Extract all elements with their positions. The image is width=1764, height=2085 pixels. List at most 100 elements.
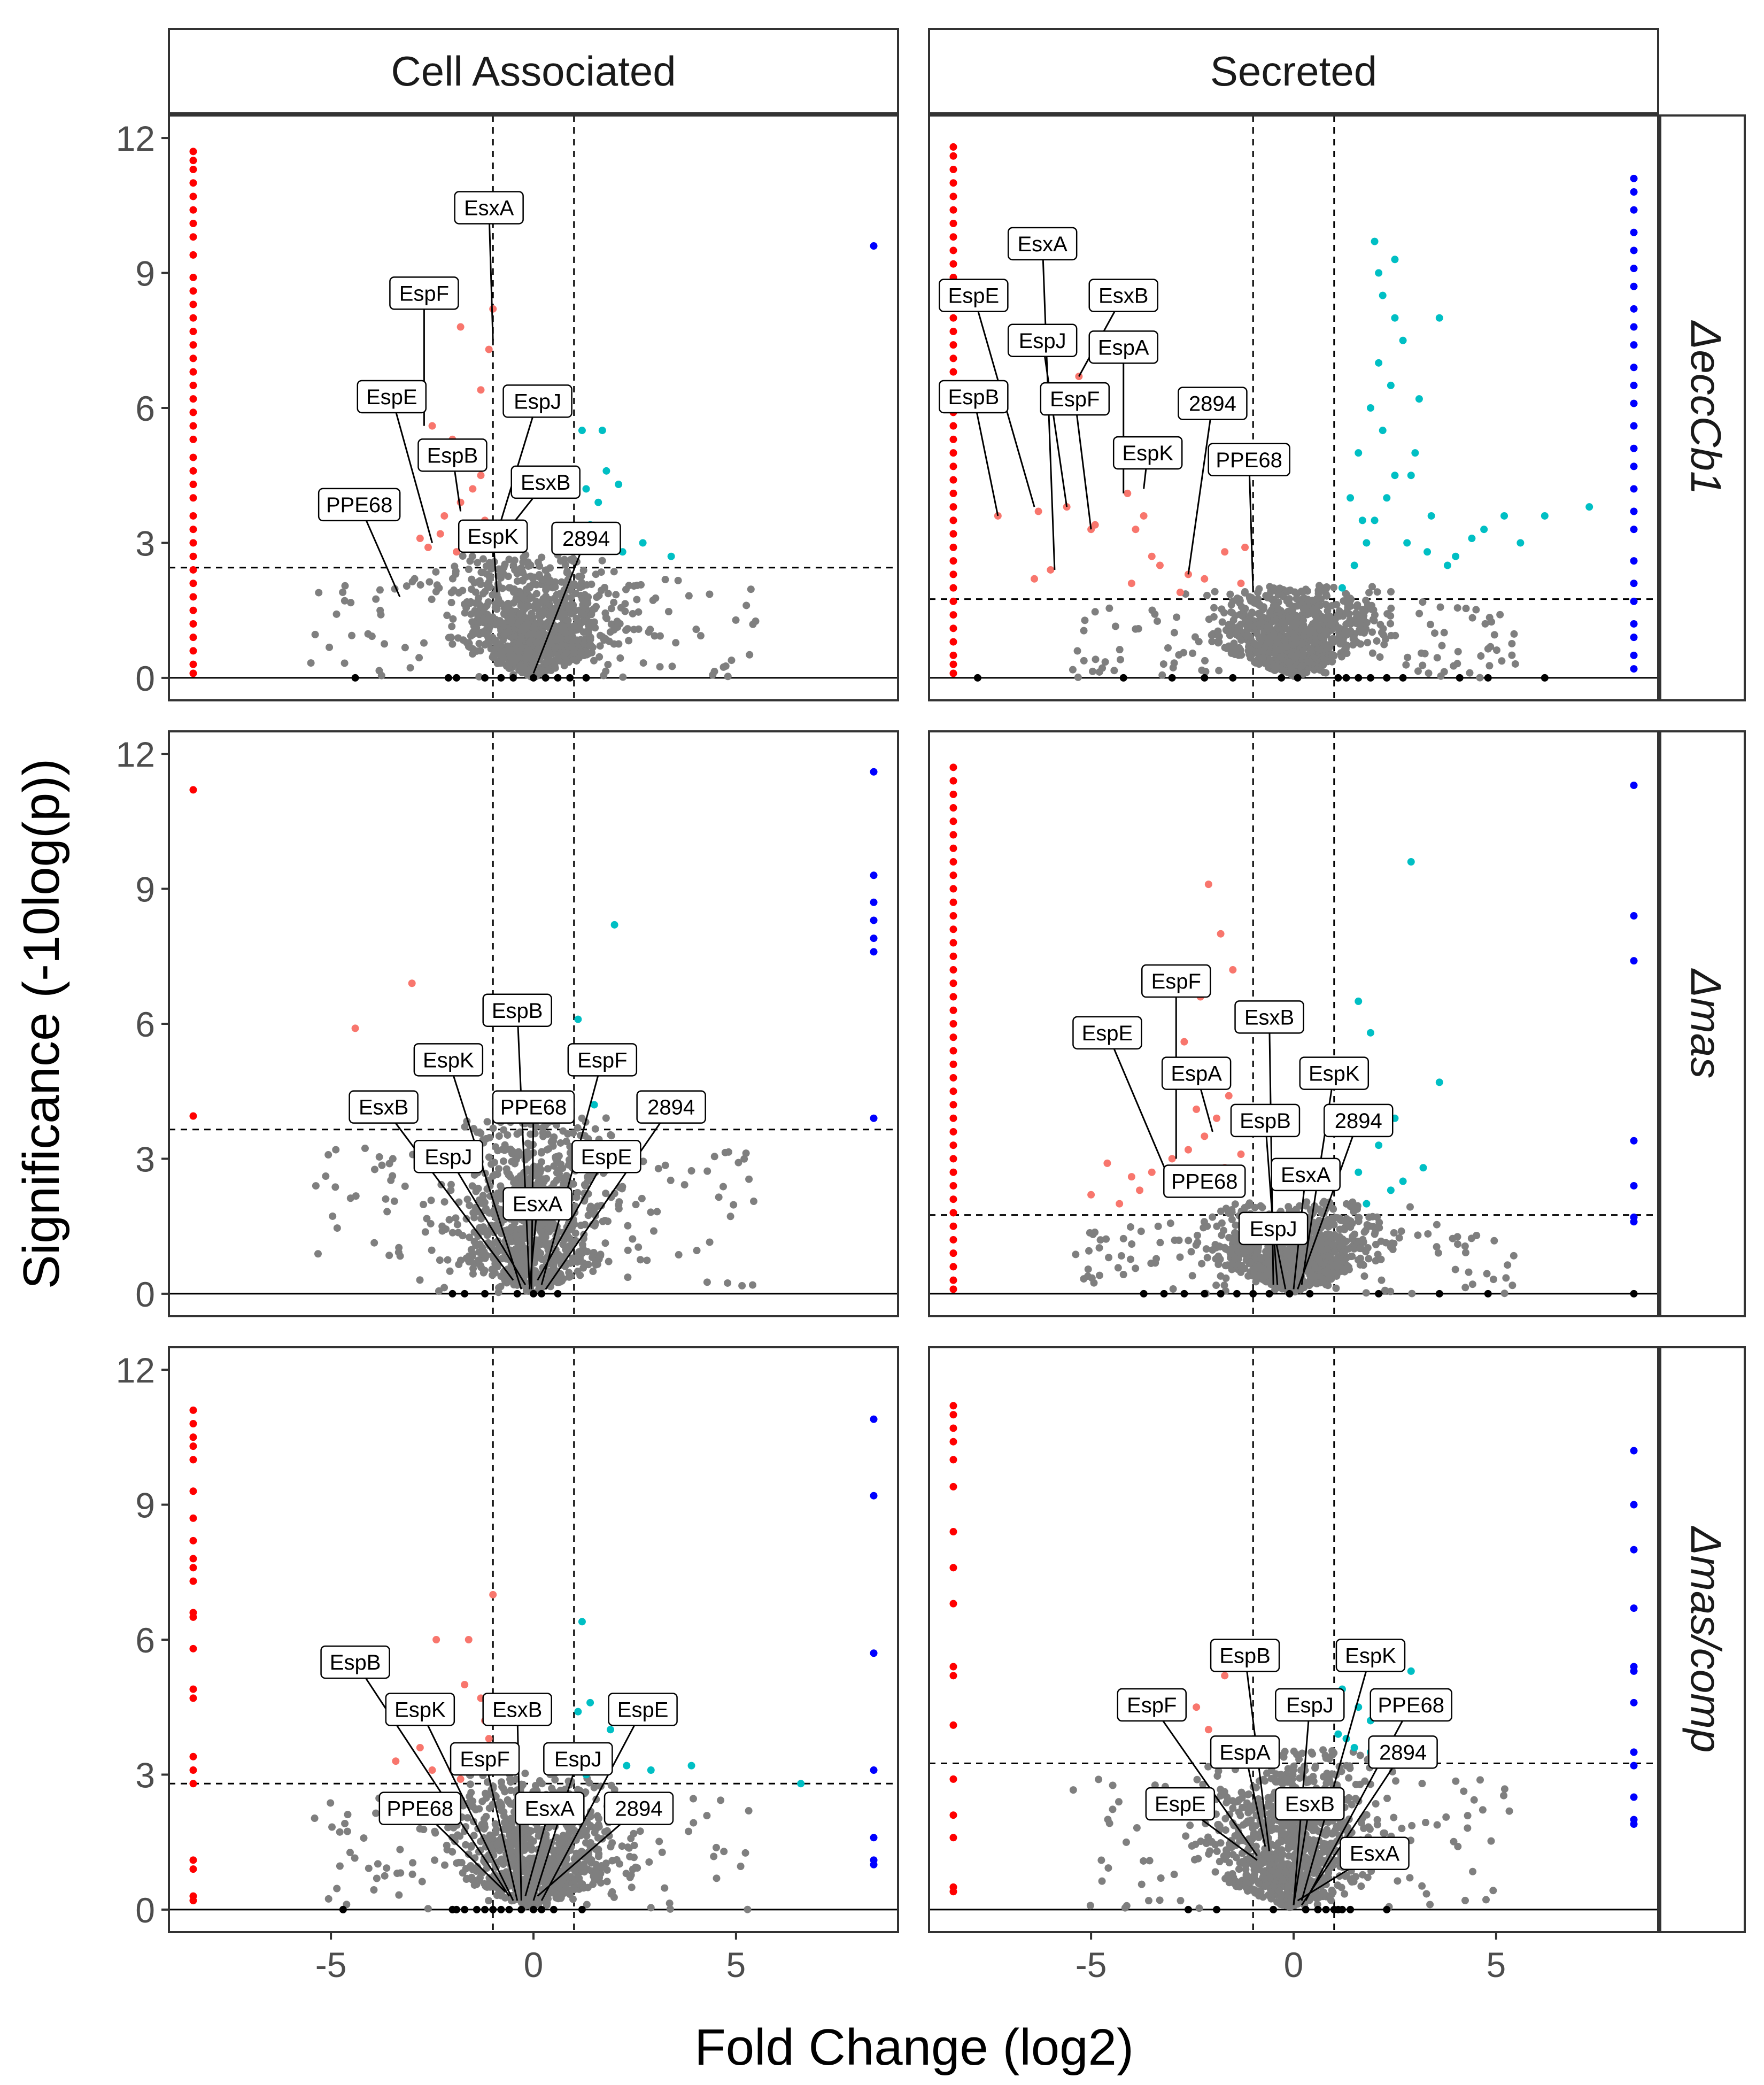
annotation-box <box>510 465 581 499</box>
point-only-in-mutant <box>1630 912 1638 920</box>
row-strip-label: ΔeccCb1 <box>1682 320 1730 495</box>
point-not-significant <box>1328 658 1336 666</box>
point-not-significant <box>749 1198 757 1206</box>
point-not-significant <box>1322 669 1330 677</box>
point-not-significant <box>1253 629 1261 637</box>
point-not-significant <box>1285 658 1293 666</box>
point-down-regulated <box>1180 1038 1188 1046</box>
point-not-significant <box>1431 629 1439 637</box>
point-not-significant <box>468 1182 476 1190</box>
point-not-significant <box>1313 594 1321 603</box>
point-only-in-control <box>949 1285 957 1293</box>
point-zero <box>1265 1289 1273 1298</box>
point-not-significant <box>742 601 751 609</box>
point-zero <box>444 674 452 682</box>
point-not-significant <box>489 652 497 660</box>
annotation-label: EspK <box>413 1043 484 1077</box>
point-not-significant <box>1510 630 1518 638</box>
point-down-regulated <box>1127 1173 1135 1181</box>
point-not-significant <box>1355 1214 1363 1222</box>
annotation-text: EspJ <box>424 1145 472 1169</box>
point-not-significant <box>748 1281 756 1289</box>
point-not-significant <box>1454 1240 1462 1248</box>
annotation-label: EspF <box>389 276 459 310</box>
point-not-significant <box>574 636 582 644</box>
point-only-in-control <box>949 143 957 151</box>
point-up-regulated <box>1407 472 1415 480</box>
point-not-significant <box>375 1153 383 1161</box>
point-down-regulated <box>1213 1114 1221 1122</box>
point-not-significant <box>1278 618 1286 626</box>
point-not-significant <box>668 662 676 670</box>
point-not-significant <box>541 630 549 638</box>
point-only-in-mutant <box>870 871 878 879</box>
point-not-significant <box>1387 620 1395 628</box>
point-not-significant <box>1387 604 1395 612</box>
point-not-significant <box>624 1222 632 1230</box>
annotation-text: EspJ <box>514 390 561 413</box>
point-not-significant <box>523 1148 531 1156</box>
point-not-significant <box>1259 632 1267 640</box>
annotation-text: 2894 <box>647 1096 695 1119</box>
annotation-box <box>1112 436 1183 470</box>
point-only-in-mutant <box>1630 381 1638 389</box>
point-not-significant <box>472 1187 480 1195</box>
point-not-significant <box>512 596 520 604</box>
point-not-significant <box>473 647 481 655</box>
point-only-in-mutant <box>1630 781 1638 789</box>
point-not-significant <box>570 648 578 657</box>
point-not-significant <box>1287 665 1295 673</box>
annotation-leader-line <box>500 400 539 521</box>
point-down-regulated <box>1225 1092 1233 1100</box>
point-not-significant <box>1345 1265 1353 1273</box>
point-not-significant <box>1326 1231 1334 1239</box>
annotation-box <box>571 1140 641 1173</box>
annotation-leader-line <box>545 1106 672 1290</box>
point-not-significant <box>561 561 569 569</box>
point-not-significant <box>1343 650 1351 658</box>
point-not-significant <box>1378 1276 1386 1284</box>
point-not-significant <box>570 622 578 630</box>
point-only-in-control <box>949 179 957 187</box>
point-not-significant <box>506 1234 514 1242</box>
point-not-significant <box>1256 1272 1264 1280</box>
point-only-in-mutant <box>1630 265 1638 273</box>
point-not-significant <box>567 609 575 617</box>
point-not-significant <box>571 1229 579 1237</box>
point-zero <box>448 1289 457 1298</box>
point-up-regulated <box>1379 427 1387 435</box>
point-not-significant <box>494 1189 502 1197</box>
point-not-significant <box>604 590 612 598</box>
point-not-significant <box>1116 655 1124 663</box>
point-zero <box>461 1289 469 1298</box>
point-up-regulated <box>1419 1164 1427 1172</box>
point-not-significant <box>444 1256 452 1264</box>
point-only-in-control <box>189 395 197 403</box>
point-not-significant <box>584 599 592 607</box>
point-not-significant <box>1433 1221 1441 1229</box>
y-tick-label: 6 <box>135 389 155 428</box>
point-down-regulated <box>1201 1132 1209 1140</box>
point-not-significant <box>555 1152 563 1160</box>
point-only-in-mutant <box>1630 1213 1638 1221</box>
annotation-box <box>1007 323 1078 358</box>
annotation-label: PPE68 <box>1208 443 1290 477</box>
point-not-significant <box>1261 643 1269 651</box>
point-not-significant <box>1508 639 1516 647</box>
annotation-label: EspF <box>1141 964 1211 998</box>
point-not-significant <box>607 620 615 628</box>
point-not-significant <box>1299 588 1307 596</box>
point-not-significant <box>1316 626 1324 634</box>
point-not-significant <box>1298 662 1306 670</box>
point-not-significant <box>1511 660 1519 668</box>
point-not-significant <box>454 1229 462 1237</box>
annotation-label: PPE68 <box>492 1090 575 1124</box>
point-up-regulated <box>1350 561 1358 569</box>
point-down-regulated <box>1237 1150 1245 1159</box>
point-not-significant <box>513 654 521 662</box>
point-not-significant <box>1189 650 1197 658</box>
point-not-significant <box>1273 663 1281 671</box>
point-not-significant <box>1170 629 1178 637</box>
point-not-significant <box>746 651 754 659</box>
point-not-significant <box>1424 1230 1432 1238</box>
